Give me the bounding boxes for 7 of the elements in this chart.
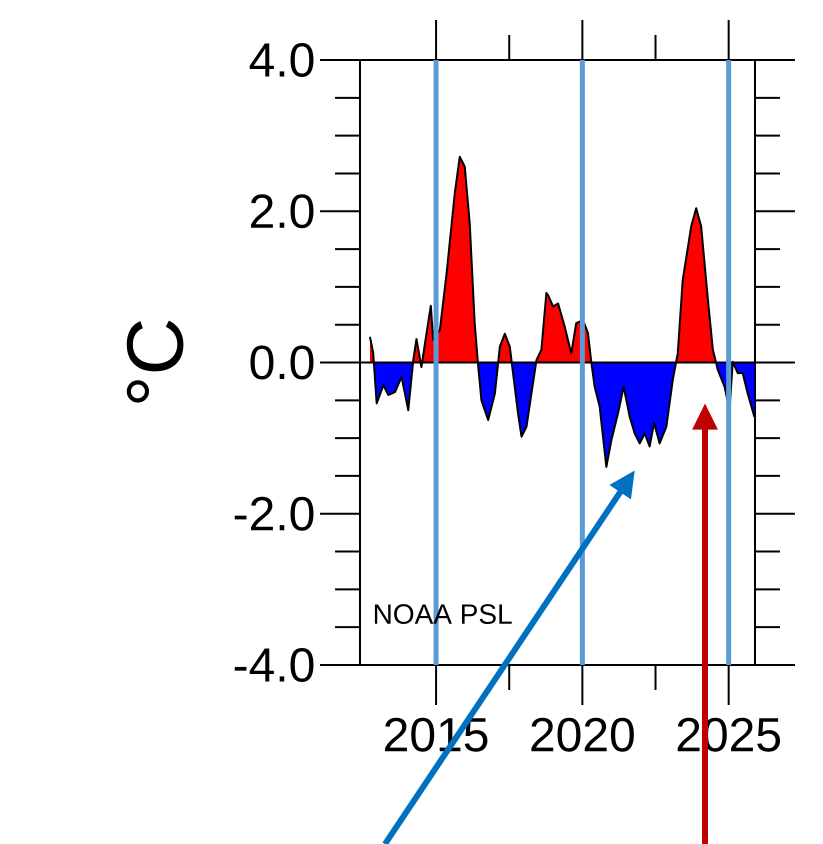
y-tick-label: -2.0 [234,496,314,531]
y-tick-label: 0.0 [250,346,314,380]
y-tick-label: 2.0 [251,194,314,228]
x-tick-label: 2020 [531,718,634,752]
y-tick-label: 4.0 [250,43,314,77]
y-axis-title: °C [126,320,184,403]
y-tick-label: -4.0 [234,648,314,682]
